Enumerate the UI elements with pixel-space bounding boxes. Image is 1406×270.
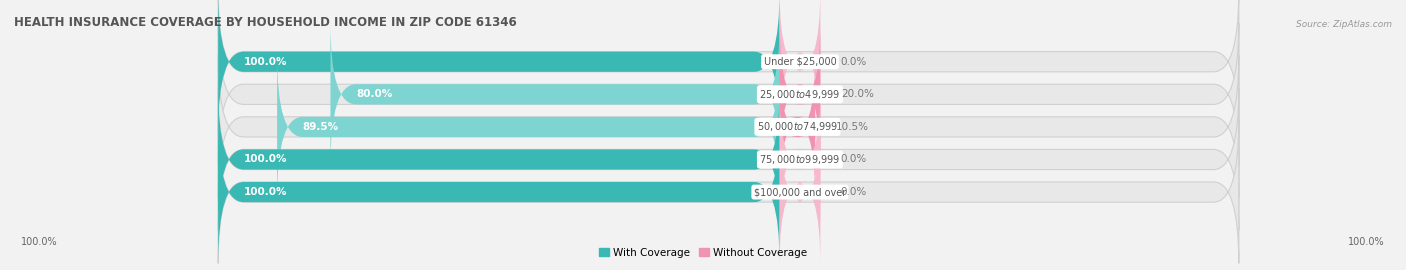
Text: $100,000 and over: $100,000 and over (754, 187, 846, 197)
Text: 100.0%: 100.0% (243, 57, 287, 67)
FancyBboxPatch shape (779, 0, 820, 133)
FancyBboxPatch shape (218, 56, 1239, 198)
FancyBboxPatch shape (779, 56, 815, 198)
Text: 100.0%: 100.0% (243, 187, 287, 197)
FancyBboxPatch shape (218, 88, 1239, 231)
FancyBboxPatch shape (218, 121, 1239, 264)
FancyBboxPatch shape (779, 23, 820, 166)
FancyBboxPatch shape (218, 88, 779, 231)
Text: $75,000 to $99,999: $75,000 to $99,999 (759, 153, 841, 166)
FancyBboxPatch shape (218, 0, 779, 133)
Text: 89.5%: 89.5% (302, 122, 339, 132)
FancyBboxPatch shape (218, 23, 1239, 166)
FancyBboxPatch shape (218, 0, 1239, 133)
Text: $50,000 to $74,999: $50,000 to $74,999 (756, 120, 838, 133)
Text: Source: ZipAtlas.com: Source: ZipAtlas.com (1296, 20, 1392, 29)
Text: 100.0%: 100.0% (21, 237, 58, 247)
Text: 20.0%: 20.0% (841, 89, 873, 99)
Text: Under $25,000: Under $25,000 (763, 57, 837, 67)
FancyBboxPatch shape (277, 56, 779, 198)
Legend: With Coverage, Without Coverage: With Coverage, Without Coverage (599, 248, 807, 258)
FancyBboxPatch shape (779, 88, 820, 231)
Text: 10.5%: 10.5% (835, 122, 869, 132)
Text: 0.0%: 0.0% (841, 154, 868, 164)
Text: 0.0%: 0.0% (841, 187, 868, 197)
Text: 0.0%: 0.0% (841, 57, 868, 67)
FancyBboxPatch shape (330, 23, 779, 166)
Text: $25,000 to $49,999: $25,000 to $49,999 (759, 88, 841, 101)
FancyBboxPatch shape (779, 121, 820, 264)
Text: 100.0%: 100.0% (1348, 237, 1385, 247)
Text: HEALTH INSURANCE COVERAGE BY HOUSEHOLD INCOME IN ZIP CODE 61346: HEALTH INSURANCE COVERAGE BY HOUSEHOLD I… (14, 16, 517, 29)
Text: 80.0%: 80.0% (356, 89, 392, 99)
Text: 100.0%: 100.0% (243, 154, 287, 164)
FancyBboxPatch shape (218, 121, 779, 264)
